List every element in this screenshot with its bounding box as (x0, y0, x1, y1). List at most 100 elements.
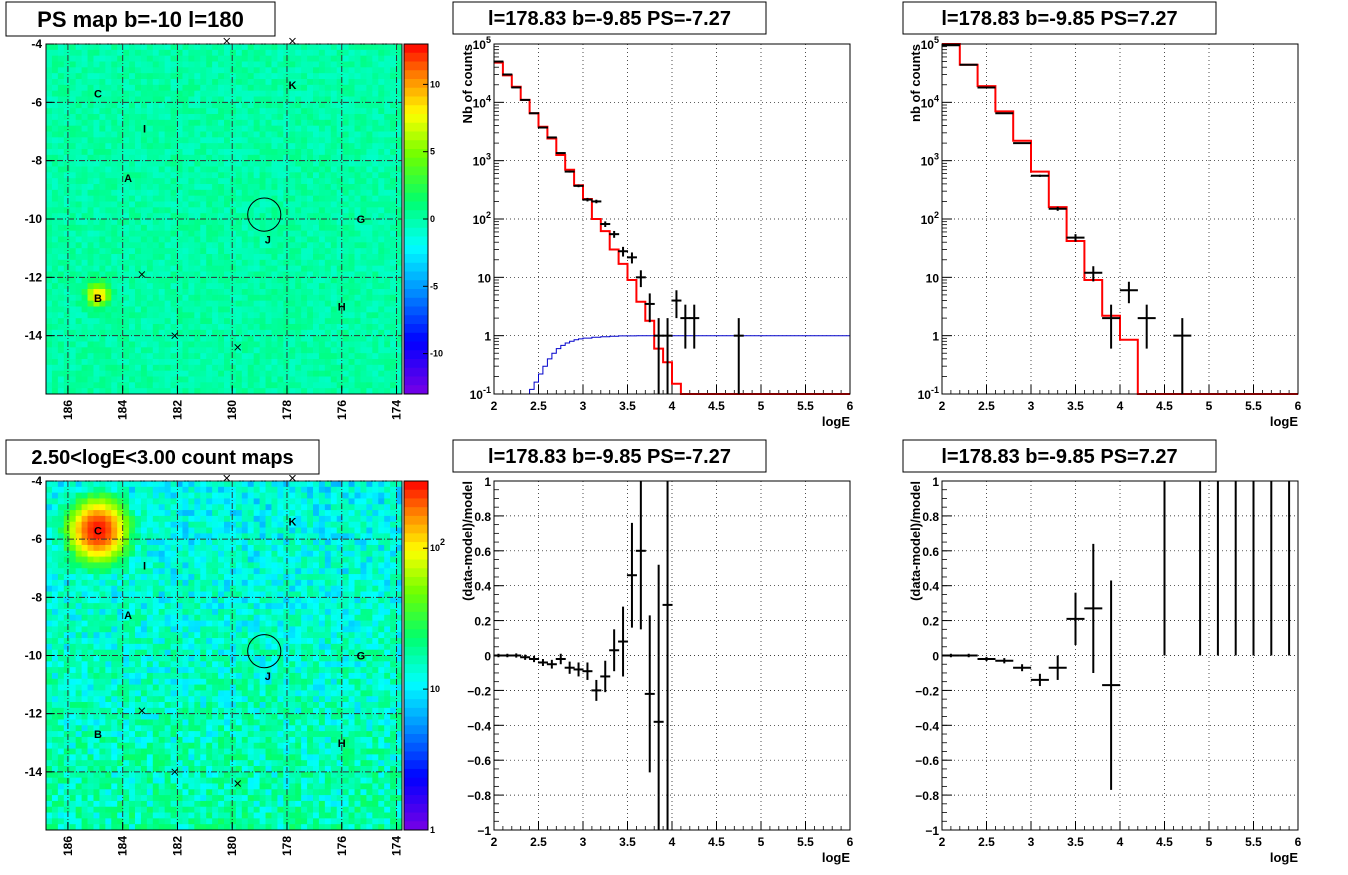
heatmap-cell (277, 382, 284, 389)
heatmap-cell (218, 359, 225, 366)
heatmap-cell (117, 230, 124, 237)
heatmap-cell (354, 178, 361, 185)
heatmap-cell (348, 521, 355, 528)
heatmap-cell (277, 265, 284, 272)
heatmap-cell (218, 376, 225, 383)
heatmap-cell (390, 84, 397, 92)
heatmap-cell (307, 504, 314, 511)
heatmap-cell (271, 324, 278, 331)
heatmap-cell (170, 84, 177, 92)
heatmap-cell (75, 294, 82, 302)
heatmap-cell (318, 166, 326, 173)
heatmap-cell (271, 277, 278, 284)
heatmap-cell (111, 201, 118, 208)
heatmap-cell (206, 236, 213, 243)
heatmap-cell (366, 67, 373, 74)
heatmap-cell (93, 521, 100, 528)
heatmap-cell (324, 201, 332, 208)
heatmap-cell (348, 160, 355, 167)
heatmap-cell (307, 254, 314, 261)
heatmap-cell (318, 224, 326, 232)
heatmap-cell (188, 353, 195, 360)
heatmap-cell (265, 364, 272, 372)
heatmap-cell (277, 550, 284, 558)
heatmap-cell (140, 283, 148, 290)
heatmap-cell (93, 242, 100, 249)
heatmap-cell (194, 114, 201, 121)
heatmap-cell (176, 527, 183, 534)
heatmap-cell (170, 230, 177, 237)
heatmap-cell (318, 318, 326, 325)
heatmap-cell (164, 254, 171, 261)
heatmap-cell (188, 521, 195, 528)
heatmap-cell (342, 207, 349, 214)
heatmap-cell (111, 550, 118, 558)
x-tick-label: 3.5 (619, 399, 636, 413)
heatmap-cell (194, 306, 201, 313)
heatmap-cell (152, 90, 160, 97)
heatmap-cell (129, 84, 136, 92)
heatmap-cell (117, 289, 124, 296)
heatmap-cell (87, 137, 94, 144)
heatmap-cell (324, 550, 332, 558)
heatmap-cell (348, 486, 355, 494)
heatmap-cell (75, 219, 82, 226)
heatmap-cell (105, 79, 112, 86)
heatmap-cell (117, 335, 124, 342)
heatmap-cell (235, 131, 243, 138)
heatmap-cell (224, 539, 231, 546)
heatmap-cell (307, 108, 314, 115)
heatmap-cell (51, 376, 59, 383)
heatmap-cell (247, 562, 255, 569)
heatmap-cell (324, 521, 332, 528)
heatmap-cell (277, 248, 284, 255)
heatmap-cell (123, 219, 130, 226)
heatmap-cell (330, 556, 338, 563)
heatmap-cell (313, 67, 320, 74)
heatmap-cell (271, 67, 278, 74)
heatmap-cell (271, 84, 278, 92)
heatmap-cell (307, 55, 314, 62)
heatmap-cell (372, 388, 379, 395)
heatmap-cell (224, 556, 231, 563)
heatmap-cell (301, 510, 308, 517)
heatmap-cell (105, 283, 112, 290)
heatmap-cell (146, 481, 154, 488)
heatmap-cell (99, 312, 106, 319)
heatmap-cell (69, 67, 77, 74)
heatmap-cell (289, 329, 296, 337)
heatmap-cell (271, 498, 278, 505)
heatmap-cell (295, 137, 302, 144)
heatmap-cell (241, 382, 249, 389)
heatmap-cell (218, 324, 225, 331)
heatmap-cell (372, 359, 379, 366)
heatmap-cell (63, 119, 71, 127)
heatmap-cell (247, 324, 255, 331)
heatmap-cell (247, 67, 255, 74)
heatmap-cell (75, 184, 82, 191)
heatmap-cell (117, 131, 124, 138)
heatmap-cell (396, 294, 403, 302)
heatmap-cell (129, 527, 136, 534)
heatmap-cell (146, 550, 154, 558)
heatmap-cell (182, 294, 189, 302)
heatmap-cell (212, 172, 219, 179)
heatmap-cell (259, 55, 266, 62)
heatmap-cell (105, 219, 112, 226)
heatmap-cell (140, 382, 148, 389)
heatmap-cell (164, 178, 171, 185)
heatmap-cell (241, 236, 249, 243)
heatmap-cell (324, 353, 332, 360)
heatmap-cell (218, 364, 225, 372)
plot-frame (493, 43, 851, 395)
heatmap-cell (182, 236, 189, 243)
heatmap-cell (259, 224, 266, 232)
heatmap-cell (123, 556, 130, 563)
heatmap-cell (146, 213, 154, 220)
heatmap-cell (158, 347, 166, 354)
heatmap-cell (396, 125, 403, 132)
heatmap-cell (87, 166, 94, 173)
heatmap-cell (324, 149, 332, 156)
heatmap-cell (63, 90, 71, 97)
heatmap-cell (93, 172, 100, 179)
